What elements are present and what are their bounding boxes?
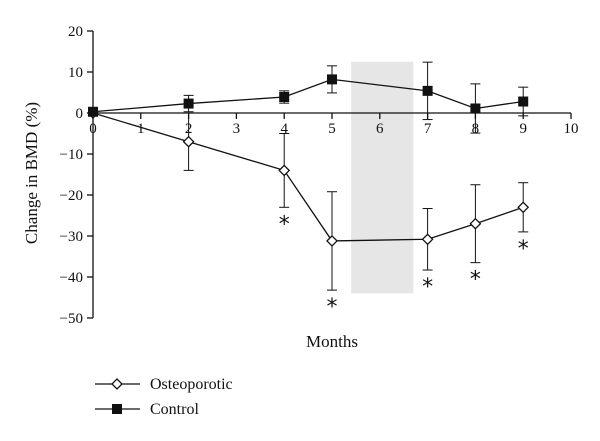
legend-control-label: Control: [150, 401, 199, 418]
significance-star: *: [422, 275, 433, 300]
significance-star: *: [518, 237, 529, 262]
series-line-1: [92, 78, 524, 113]
data-point-control: [518, 96, 529, 107]
series-lines: [92, 78, 524, 242]
data-point-control: [183, 98, 194, 109]
y-tick-label: 20: [68, 24, 83, 40]
data-point-osteoporotic: [182, 135, 195, 148]
data-point-control: [327, 74, 337, 85]
x-tick-label: 3: [233, 121, 241, 137]
legend-osteoporotic-marker: [111, 378, 123, 390]
y-tick-label: −40: [60, 270, 83, 286]
data-point-control: [422, 85, 433, 96]
y-tick-label: 10: [68, 65, 83, 81]
y-tick-label: −30: [60, 229, 83, 245]
significance-markers: * * * * *: [279, 212, 529, 320]
series-line-0: [92, 112, 524, 242]
x-tick-label: 9: [519, 121, 527, 137]
x-tick-label: 2: [185, 121, 193, 137]
tick-labels: 20 10 0 −10 −20 −30 −40 −50 0 1 2 3 4 5 6 7 8 9 10: [60, 24, 579, 327]
y-tick-label: −50: [60, 311, 83, 327]
y-axis-title: Change in BMD (%): [22, 102, 41, 244]
data-point-osteoporotic: [421, 233, 434, 246]
x-tick-label: 1: [137, 121, 145, 137]
x-tick-label: 7: [424, 121, 432, 137]
data-markers: [87, 74, 530, 247]
x-tick-label: 4: [280, 121, 288, 137]
data-point-osteoporotic: [278, 164, 291, 177]
axes: [87, 30, 572, 319]
significance-star: *: [327, 295, 338, 320]
shaded-region: [351, 61, 414, 294]
legend-osteoporotic-label: Osteoporotic: [150, 376, 233, 393]
x-tick-label: 6: [376, 121, 384, 137]
data-point-control: [279, 92, 290, 103]
data-point-osteoporotic: [326, 235, 338, 247]
data-point-osteoporotic: [469, 217, 482, 230]
significance-star: *: [470, 268, 481, 293]
data-point-control: [88, 106, 98, 117]
y-tick-label: −20: [60, 188, 83, 204]
x-tick-label: 8: [472, 121, 480, 137]
y-tick-label: 0: [76, 106, 84, 122]
y-tick-label: −10: [60, 147, 83, 163]
significance-star: *: [279, 212, 290, 237]
data-point-osteoporotic: [517, 201, 530, 214]
x-tick-label: 0: [89, 121, 97, 137]
x-tick-label: 10: [564, 121, 579, 137]
data-point-control: [470, 103, 481, 114]
x-tick-label: 5: [328, 121, 336, 137]
x-axis-title: Months: [306, 332, 358, 351]
legend: Osteoporotic Control: [95, 376, 233, 418]
legend-control-marker: [112, 404, 122, 414]
